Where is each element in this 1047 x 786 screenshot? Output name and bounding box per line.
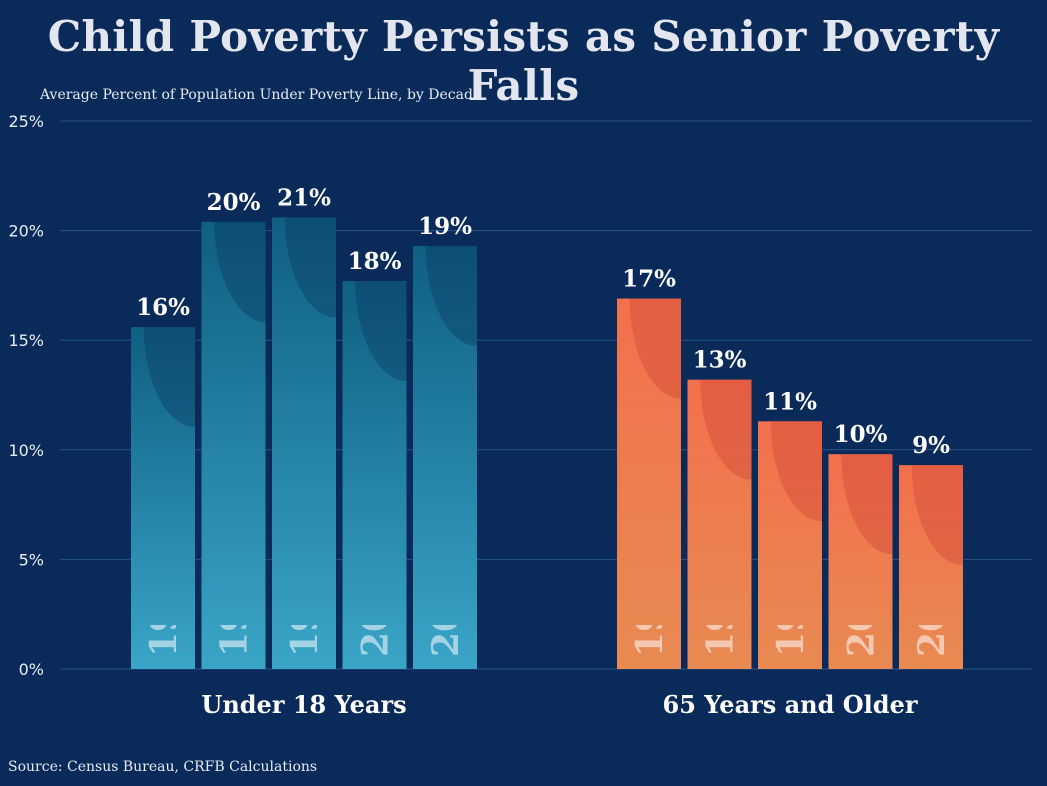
decade-label: 1980s <box>214 537 256 657</box>
decade-label: 2000s <box>355 537 397 657</box>
bar-shade <box>284 217 336 318</box>
value-label: 11% <box>763 388 817 415</box>
decade-label: 1990s <box>770 537 812 657</box>
bar-1-2010s: 2010s 9% <box>899 432 963 669</box>
value-label: 19% <box>418 213 472 240</box>
group-label: 65 Years and Older <box>663 690 918 719</box>
chart-title: Child Poverty Persists as Senior Poverty… <box>47 12 1000 110</box>
chart-subtitle: Average Percent of Population Under Pove… <box>40 87 482 103</box>
bar-shade <box>143 327 195 428</box>
group-labels: Under 18 Years 65 Years and Older <box>201 690 917 719</box>
source-note: Source: Census Bureau, CRFB Calculations <box>8 759 318 775</box>
bar-1-1990s: 1990s 11% <box>758 388 822 669</box>
bar-0-1980s: 1980s 20% <box>201 189 266 669</box>
bar-rect <box>201 221 266 669</box>
decade-label: 2010s <box>911 537 953 657</box>
decade-label: 2000s <box>841 537 883 657</box>
bar-rect <box>828 454 893 669</box>
y-tick-label: 5% <box>19 550 44 569</box>
bar-0-1970s: 1970s 16% <box>131 294 195 669</box>
bar-rect <box>272 217 336 669</box>
bar-rect <box>342 281 407 669</box>
value-label: 18% <box>348 248 402 275</box>
value-label: 21% <box>277 184 331 211</box>
y-tick-label: 25% <box>8 112 44 131</box>
y-tick-label: 0% <box>19 660 44 679</box>
value-label: 10% <box>834 421 888 448</box>
bar-shade <box>770 421 822 522</box>
y-tick-label: 20% <box>8 222 44 241</box>
bar-shade <box>629 298 681 399</box>
value-label: 13% <box>693 347 747 374</box>
bar-shade <box>841 454 893 555</box>
y-axis: 0% 5% 10% 15% 20% 25% <box>8 112 44 679</box>
bar-shade <box>425 245 477 346</box>
value-label: 9% <box>912 432 950 459</box>
decade-label: 2010s <box>425 537 467 657</box>
value-label: 17% <box>622 266 676 293</box>
bar-1-2000s: 2000s 10% <box>828 421 893 669</box>
value-label: 20% <box>207 189 261 216</box>
y-tick-label: 15% <box>8 331 44 350</box>
value-label: 16% <box>136 294 190 321</box>
bar-1-1980s: 1980s 13% <box>687 347 752 669</box>
y-tick-label: 10% <box>8 441 44 460</box>
bar-0-1990s: 1990s 21% <box>272 184 336 669</box>
bar-rect <box>758 421 822 669</box>
bar-shade <box>700 379 752 480</box>
decade-label: 1980s <box>700 537 742 657</box>
bar-rect <box>899 465 963 669</box>
group-label: Under 18 Years <box>201 690 406 719</box>
decade-label: 1970s <box>629 537 671 657</box>
bar-shade <box>214 221 266 322</box>
bar-0-2000s: 2000s 18% <box>342 248 407 669</box>
bar-rect <box>617 298 681 669</box>
bar-rect <box>131 327 195 669</box>
bar-shade <box>911 465 963 566</box>
bar-1-1970s: 1970s 17% <box>617 266 681 669</box>
bars: 1970s 16% 1980s 20% 1990s 21% 2000s 18% 2010s 19%… <box>131 184 963 669</box>
decade-label: 1970s <box>143 537 185 657</box>
bar-rect <box>687 379 752 669</box>
bar-shade <box>355 281 407 381</box>
bar-rect <box>413 245 477 669</box>
bar-0-2010s: 2010s 19% <box>413 213 477 669</box>
decade-label: 1990s <box>284 537 326 657</box>
